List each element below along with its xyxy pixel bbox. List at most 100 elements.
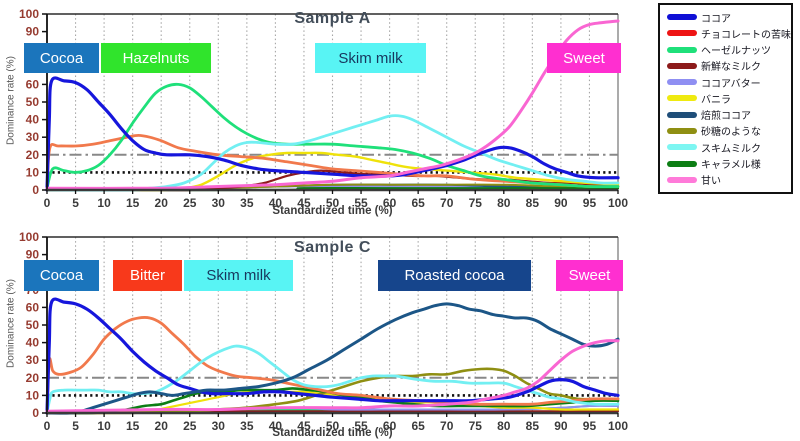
legend-item-vanilla: バニラ xyxy=(667,91,787,106)
x-tick-label: 5 xyxy=(72,196,79,210)
reference-lines-group xyxy=(47,153,618,174)
y-tick-label: 10 xyxy=(26,165,40,179)
legend-swatch-chocolate-bitterness xyxy=(667,30,697,37)
legend-label-hazelnuts: ヘーゼルナッツ xyxy=(701,46,771,58)
x-tick-label: 80 xyxy=(497,419,511,433)
x-tick-label: 85 xyxy=(526,419,540,433)
series-line-chocolate-bitterness xyxy=(45,316,620,411)
legend-label-chocolate-bitterness: チョコレートの苦味 xyxy=(701,29,791,41)
y-tick-label: 0 xyxy=(32,406,39,420)
x-tick-label: 55 xyxy=(354,419,368,433)
legend-swatch-skim-milk xyxy=(667,144,697,151)
legend-swatch-hazelnuts xyxy=(667,46,697,53)
legend-item-sweet: 甘い xyxy=(667,172,787,187)
x-tick-label: 90 xyxy=(554,419,568,433)
x-tick-label: 20 xyxy=(155,196,169,210)
x-tick-label: 30 xyxy=(212,419,226,433)
x-tick-label: 25 xyxy=(183,196,197,210)
y-tick-label: 90 xyxy=(26,248,40,262)
x-tick-label: 100 xyxy=(608,196,628,210)
x-tick-label: 70 xyxy=(440,196,454,210)
legend-label-sugar-like: 砂糖のような xyxy=(701,127,761,139)
x-tick-label: 0 xyxy=(44,196,51,210)
series-line-skim-milk xyxy=(45,344,620,415)
series-line-cocoa xyxy=(45,297,620,415)
reference-lines-group xyxy=(47,376,618,397)
series-line-cocoa xyxy=(45,76,620,192)
x-tick-label: 10 xyxy=(97,419,111,433)
y-tick-label: 60 xyxy=(26,77,40,91)
legend-swatch-roasted-cocoa xyxy=(667,111,697,118)
legend-label-cocoa: ココア xyxy=(701,13,731,25)
legend-label-sweet: 甘い xyxy=(701,176,721,188)
x-tick-label: 65 xyxy=(411,196,425,210)
y-tick-label: 100 xyxy=(19,230,39,244)
legend-item-skim-milk: スキムミルク xyxy=(667,140,787,155)
legend-swatch-sugar-like xyxy=(667,127,697,134)
x-tick-label: 75 xyxy=(469,419,483,433)
attribute-label-skim-milk: Skim milk xyxy=(315,43,426,73)
attribute-label-roasted-cocoa: Roasted cocoa xyxy=(378,260,531,291)
legend-item-cocoa: ココア xyxy=(667,10,787,25)
x-tick-label: 45 xyxy=(297,196,311,210)
legend-item-sugar-like: 砂糖のような xyxy=(667,123,787,138)
legend-swatch-vanilla xyxy=(667,95,697,102)
x-tick-label: 100 xyxy=(608,419,628,433)
gridlines-group xyxy=(47,13,619,190)
x-tick-label: 0 xyxy=(44,419,51,433)
x-tick-label: 20 xyxy=(155,419,169,433)
chart-a-y-axis-label: Dominance rate (%) xyxy=(5,56,17,145)
x-tick-label: 50 xyxy=(326,196,340,210)
y-tick-label: 100 xyxy=(19,7,39,21)
chart-a-title: Sample A xyxy=(294,10,371,27)
x-tick-label: 35 xyxy=(240,196,254,210)
x-tick-label: 80 xyxy=(497,196,511,210)
legend-item-fresh-milk: 新鮮なミルク xyxy=(667,58,787,73)
y-tick-label: 0 xyxy=(32,183,39,197)
x-tick-label: 60 xyxy=(383,196,397,210)
legend-label-roasted-cocoa: 焙煎ココア xyxy=(701,111,751,123)
legend-item-cocoa-butter: ココアバター xyxy=(667,75,787,90)
y-tick-label: 10 xyxy=(26,388,40,402)
legend-label-caramel-like: キャラメル様 xyxy=(701,160,761,172)
y-tick-label: 60 xyxy=(26,300,40,314)
attribute-label-hazelnuts: Hazelnuts xyxy=(101,43,211,73)
x-tick-label: 65 xyxy=(411,419,425,433)
x-tick-label: 25 xyxy=(183,419,197,433)
x-tick-label: 90 xyxy=(554,196,568,210)
legend-item-roasted-cocoa: 焙煎ココア xyxy=(667,107,787,122)
chart-c-x-axis-label: Standardized time (%) xyxy=(272,427,393,439)
x-tick-label: 95 xyxy=(583,196,597,210)
y-tick-label: 50 xyxy=(26,318,40,332)
series-line-hazelnuts xyxy=(45,82,620,190)
series-line-sweet xyxy=(45,339,620,413)
legend-swatch-cocoa xyxy=(667,14,697,21)
x-tick-label: 10 xyxy=(97,196,111,210)
y-tick-label: 90 xyxy=(26,25,40,39)
y-tick-label: 40 xyxy=(26,113,40,127)
legend-label-cocoa-butter: ココアバター xyxy=(701,78,761,90)
legend-item-chocolate-bitterness: チョコレートの苦味 xyxy=(667,26,791,41)
y-tick-label: 30 xyxy=(26,353,40,367)
x-tick-label: 15 xyxy=(126,196,140,210)
x-tick-label: 30 xyxy=(212,196,226,210)
x-tick-label: 40 xyxy=(269,196,283,210)
attribute-label-skim-milk: Skim milk xyxy=(184,260,293,291)
chart-A: 0 10 20 30 40 50 60 70 80 90 100 0 5 10 15 20 25 30 35 40 45… xyxy=(19,7,628,210)
series-line-caramel-like xyxy=(45,387,620,415)
x-tick-label: 5 xyxy=(72,419,79,433)
series-line-vanilla xyxy=(45,151,620,192)
legend-label-skim-milk: スキムミルク xyxy=(701,143,761,155)
series-line-chocolate-bitterness xyxy=(45,134,620,189)
x-tick-label: 50 xyxy=(326,419,340,433)
legend-label-vanilla: バニラ xyxy=(701,94,731,106)
x-tick-label: 70 xyxy=(440,419,454,433)
x-tick-label: 85 xyxy=(526,196,540,210)
y-tick-label: 40 xyxy=(26,336,40,350)
y-tick-label: 50 xyxy=(26,95,40,109)
x-tick-label: 75 xyxy=(469,196,483,210)
legend-item-hazelnuts: ヘーゼルナッツ xyxy=(667,42,787,57)
x-tick-label: 45 xyxy=(297,419,311,433)
